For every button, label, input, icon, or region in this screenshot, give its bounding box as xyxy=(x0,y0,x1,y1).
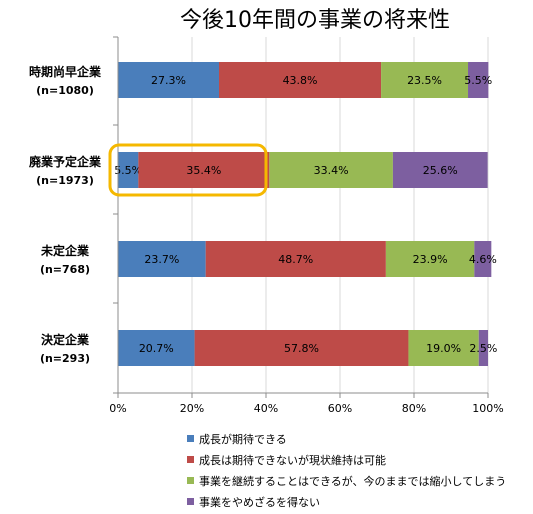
x-tick-label: 40% xyxy=(254,402,278,415)
bar-segment xyxy=(478,330,488,366)
bar-segment xyxy=(468,62,489,98)
category-n-label: (n=1080) xyxy=(36,84,94,97)
bar-segment xyxy=(118,330,195,366)
x-tick-label: 0% xyxy=(109,402,126,415)
data-label: 20.7% xyxy=(139,342,174,355)
data-label: 5.5% xyxy=(464,74,492,87)
legend-swatch xyxy=(187,498,194,505)
data-label: 23.9% xyxy=(413,253,448,266)
data-label: 19.0% xyxy=(426,342,461,355)
data-label: 5.5% xyxy=(114,164,142,177)
x-tick-label: 20% xyxy=(180,402,204,415)
legend-swatch xyxy=(187,435,194,442)
legend-item: 事業を継続することはできるが、今のままでは縮小してしまう xyxy=(187,470,506,491)
category-label: 廃業予定企業 xyxy=(29,154,102,169)
category-n-label: (n=768) xyxy=(40,263,90,276)
data-label: 35.4% xyxy=(186,164,221,177)
legend-item: 事業をやめざるを得ない xyxy=(187,491,506,512)
legend-item: 成長は期待できないが現状維持は可能 xyxy=(187,449,506,470)
legend-item: 成長が期待できる xyxy=(187,428,506,449)
bar-segment xyxy=(269,152,393,188)
bar-segment xyxy=(118,62,220,98)
x-tick-label: 60% xyxy=(328,402,352,415)
legend-label: 事業を継続することはできるが、今のままでは縮小してしまう xyxy=(199,474,507,488)
data-label: 4.6% xyxy=(469,253,497,266)
bar-segment xyxy=(118,241,206,277)
category-label: 時期尚早企業 xyxy=(29,64,102,79)
data-label: 23.7% xyxy=(144,253,179,266)
legend-swatch xyxy=(187,456,194,463)
bar-segment xyxy=(138,152,270,188)
data-label: 48.7% xyxy=(278,253,313,266)
bar-segment xyxy=(205,241,386,277)
x-tick-label: 100% xyxy=(472,402,503,415)
legend-label: 事業をやめざるを得ない xyxy=(199,495,320,509)
data-label: 2.5% xyxy=(469,342,497,355)
category-n-label: (n=1973) xyxy=(36,174,94,187)
highlight-box xyxy=(108,143,268,197)
data-label: 25.6% xyxy=(423,164,458,177)
data-label: 27.3% xyxy=(151,74,186,87)
legend: 成長が期待できる成長は期待できないが現状維持は可能事業を継続することはできるが、… xyxy=(187,428,506,512)
bar-segment xyxy=(219,62,382,98)
legend-swatch xyxy=(187,477,194,484)
bar-segment xyxy=(408,330,479,366)
bar-segment xyxy=(392,152,488,188)
x-tick-label: 80% xyxy=(402,402,426,415)
data-label: 33.4% xyxy=(314,164,349,177)
legend-label: 成長が期待できる xyxy=(199,432,287,446)
legend-label: 成長は期待できないが現状維持は可能 xyxy=(199,453,386,467)
data-label: 57.8% xyxy=(284,342,319,355)
bar-segment xyxy=(381,62,469,98)
bar-segment xyxy=(385,241,475,277)
category-n-label: (n=293) xyxy=(40,352,90,365)
chart-title: 今後10年間の事業の将来性 xyxy=(180,8,450,33)
data-label: 43.8% xyxy=(283,74,318,87)
bar-segment xyxy=(118,152,139,188)
bar-segment xyxy=(194,330,409,366)
category-label: 未定企業 xyxy=(40,243,90,258)
bar-segment xyxy=(474,241,492,277)
data-label: 23.5% xyxy=(407,74,442,87)
category-label: 決定企業 xyxy=(41,332,90,347)
